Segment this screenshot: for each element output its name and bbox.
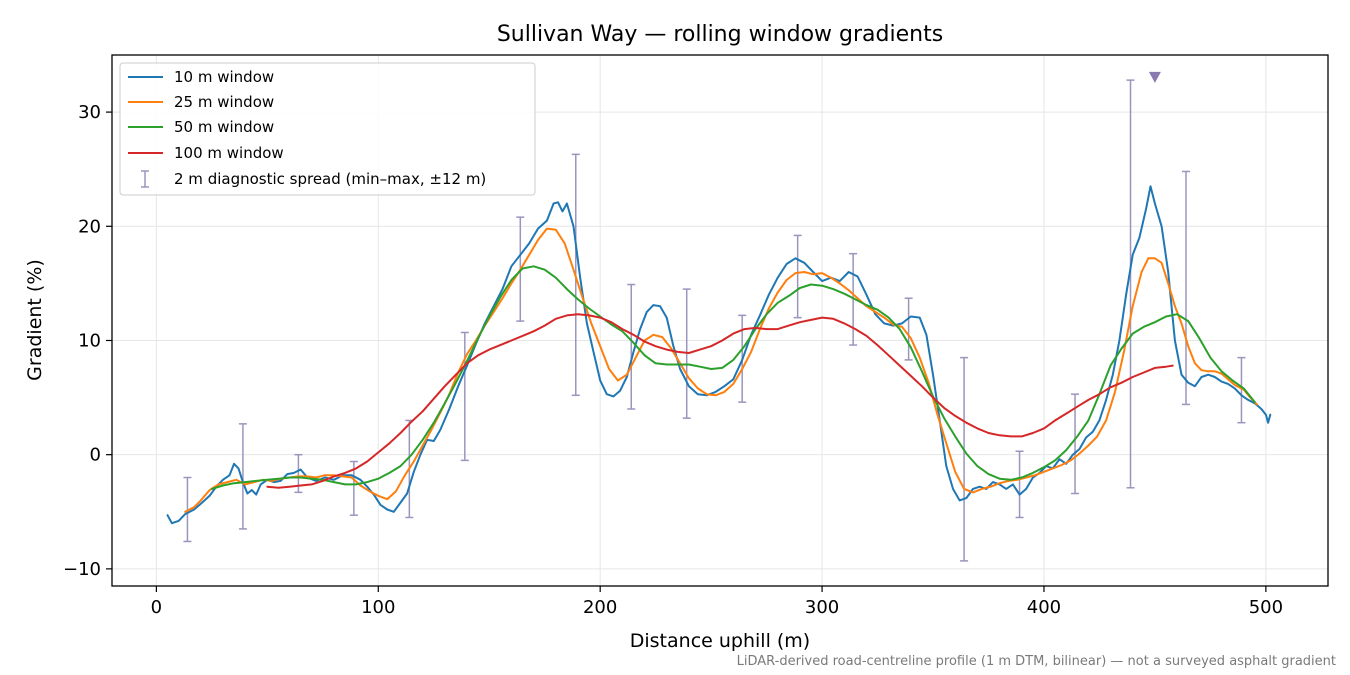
error-bar bbox=[238, 423, 247, 530]
legend-label: 2 m diagnostic spread (min–max, ±12 m) bbox=[174, 170, 486, 188]
series-line-100m-window bbox=[266, 313, 1174, 489]
plot-frame bbox=[111, 54, 1329, 587]
peak-marker-triangle bbox=[1148, 71, 1161, 83]
y-tick-label: −10 bbox=[63, 559, 101, 580]
x-axis-label: Distance uphill (m) bbox=[630, 630, 810, 652]
error-bar bbox=[460, 331, 469, 462]
footnote: LiDAR-derived road-centreline profile (1… bbox=[737, 654, 1336, 669]
y-axis-label: Gradient (%) bbox=[24, 259, 46, 381]
error-bar bbox=[1015, 450, 1024, 519]
series-line-50m-window bbox=[210, 265, 1256, 490]
legend: 10 m window 25 m window 50 m window 100 m w… bbox=[119, 62, 536, 196]
x-tick-label: 100 bbox=[361, 597, 395, 618]
y-tick-label: 30 bbox=[78, 102, 101, 123]
y-axis-ticks: −10 0 10 20 30 bbox=[63, 102, 112, 580]
x-tick-label: 400 bbox=[1027, 597, 1061, 618]
error-bar bbox=[1181, 170, 1190, 406]
legend-label: 100 m window bbox=[174, 144, 284, 162]
series-line-25m-window bbox=[184, 227, 1258, 513]
x-tick-label: 300 bbox=[805, 597, 839, 618]
error-bar bbox=[904, 297, 913, 361]
y-tick-label: 0 bbox=[90, 445, 101, 466]
error-bar bbox=[1071, 393, 1080, 495]
x-tick-label: 0 bbox=[151, 597, 162, 618]
y-tick-label: 10 bbox=[78, 330, 101, 351]
x-tick-label: 500 bbox=[1249, 597, 1283, 618]
error-bar bbox=[627, 283, 636, 410]
legend-label: 50 m window bbox=[174, 118, 274, 136]
error-bar bbox=[1126, 79, 1135, 489]
x-axis-ticks: 0 100 200 300 400 500 bbox=[151, 586, 1283, 618]
legend-label: 10 m window bbox=[174, 68, 274, 86]
error-bar bbox=[1237, 356, 1246, 424]
x-tick-label: 200 bbox=[583, 597, 617, 618]
error-bar bbox=[960, 356, 969, 562]
legend-box bbox=[119, 62, 536, 196]
error-bar bbox=[183, 476, 192, 543]
error-bar bbox=[849, 252, 858, 346]
error-bar bbox=[349, 460, 358, 516]
chart-title: Sullivan Way — rolling window gradients bbox=[497, 22, 943, 47]
series-lines bbox=[166, 185, 1272, 525]
legend-label: 25 m window bbox=[174, 93, 274, 111]
series-line-10m-window bbox=[166, 185, 1272, 525]
y-tick-label: 20 bbox=[78, 216, 101, 237]
markers bbox=[1148, 71, 1161, 83]
error-bar bbox=[793, 234, 802, 319]
